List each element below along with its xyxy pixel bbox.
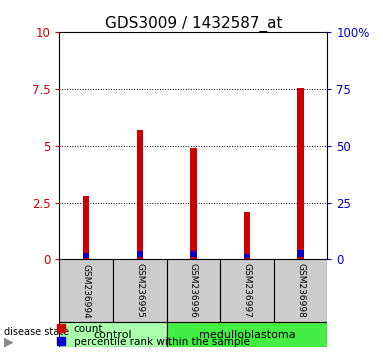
Bar (137, 130, 143, 259)
Text: ▶: ▶ (4, 336, 13, 349)
Text: GSM236994: GSM236994 (82, 263, 91, 318)
Text: disease state: disease state (4, 327, 69, 337)
Text: GSM236998: GSM236998 (296, 263, 305, 318)
Bar (59, 322, 167, 347)
Legend: count, percentile rank within the sample: count, percentile rank within the sample (55, 321, 252, 349)
Bar (220, 259, 274, 322)
Bar (167, 322, 327, 347)
Bar (298, 87, 304, 259)
Bar (59, 259, 113, 322)
Bar (167, 259, 220, 322)
Text: GSM236997: GSM236997 (242, 263, 252, 318)
Title: GDS3009 / 1432587_at: GDS3009 / 1432587_at (105, 16, 282, 32)
Bar (83, 196, 89, 259)
Text: control: control (94, 330, 132, 340)
Bar (190, 251, 196, 257)
Bar (244, 254, 250, 258)
Bar (113, 259, 167, 322)
Bar (83, 252, 89, 258)
Text: GSM236996: GSM236996 (189, 263, 198, 318)
Text: medulloblastoma: medulloblastoma (199, 330, 295, 340)
Bar (137, 251, 143, 257)
Bar (298, 250, 304, 257)
Bar (244, 212, 250, 259)
Text: GSM236995: GSM236995 (135, 263, 144, 318)
Bar (274, 259, 327, 322)
Bar (190, 148, 196, 259)
